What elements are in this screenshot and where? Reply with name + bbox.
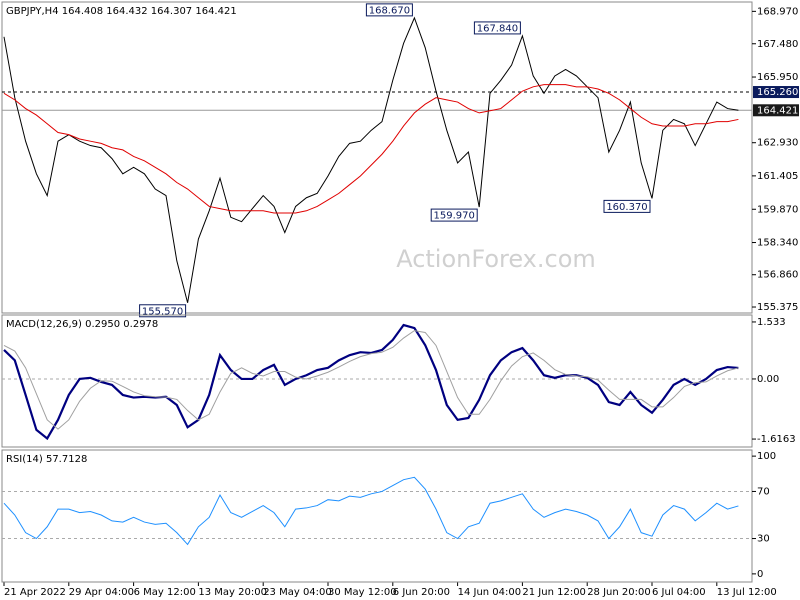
watermark: ActionForex.com: [396, 245, 596, 273]
y-tick-label: 1.533: [757, 317, 786, 328]
y-tick-label: 159.870: [757, 204, 798, 215]
y-tick-label: 0: [757, 569, 763, 580]
x-tick-label: 6 Jun 20:00: [393, 587, 450, 598]
annotation-label: 159.970: [434, 211, 475, 222]
y-tick-label: 167.480: [757, 39, 798, 50]
x-tick-label: 21 Jun 12:00: [522, 587, 586, 598]
series-line: [3, 84, 739, 214]
annotation-box: [365, 3, 413, 17]
x-tick-label: 6 May 12:00: [134, 587, 196, 598]
y-tick-label: 100: [757, 451, 776, 462]
y-tick-label: 162.930: [757, 138, 798, 149]
y-tick-label: -1.6163: [757, 434, 796, 445]
annotation-box: [430, 208, 478, 222]
x-tick-label: 28 Jun 20:00: [587, 587, 651, 598]
panel-border: [1, 314, 753, 448]
annotation-box: [473, 21, 521, 35]
x-tick-label: 13 May 20:00: [198, 587, 267, 598]
x-tick-label: 21 Apr 2022: [4, 587, 66, 598]
y-tick-label: 161.405: [757, 171, 798, 182]
level-tag-label: 164.421: [757, 105, 798, 116]
x-tick-label: 13 Jul 12:00: [717, 587, 777, 598]
level-tag: [753, 86, 799, 99]
annotation-label: 168.670: [369, 5, 410, 16]
y-tick-label: 158.340: [757, 238, 798, 249]
series-line: [3, 323, 739, 441]
y-tick-label: 156.860: [757, 270, 798, 281]
annotation-box: [139, 304, 187, 318]
annotation-box: [603, 199, 651, 213]
level-tag-label: 165.260: [757, 87, 798, 98]
y-tick-label: 0.00: [757, 374, 779, 385]
level-tag: [753, 104, 799, 117]
x-tick-label: 14 Jun 04:00: [458, 587, 522, 598]
annotation-label: 155.570: [142, 306, 183, 317]
x-tick-label: 30 May 12:00: [328, 587, 397, 598]
panel-border: [1, 1, 753, 314]
panel-border: [1, 449, 753, 583]
y-tick-label: 165.950: [757, 72, 798, 83]
series-line: [3, 330, 739, 430]
x-tick-label: 29 Apr 04:00: [69, 587, 134, 598]
series-line: [3, 16, 739, 303]
annotation-label: 160.370: [606, 202, 647, 213]
y-tick-label: 70: [757, 486, 770, 497]
panel-title: GBPJPY,H4 164.408 164.432 164.307 164.42…: [6, 6, 237, 17]
y-tick-label: 30: [757, 534, 770, 545]
series-line: [3, 476, 739, 546]
x-tick-label: 6 Jul 04:00: [652, 587, 706, 598]
panel-title: MACD(12,26,9) 0.2950 0.2978: [6, 319, 158, 330]
y-tick-label: 155.375: [757, 302, 798, 313]
x-tick-label: 23 May 04:00: [263, 587, 332, 598]
panel-title: RSI(14) 57.7128: [6, 454, 87, 465]
y-tick-label: 168.970: [757, 6, 798, 17]
annotation-label: 167.840: [477, 23, 518, 34]
